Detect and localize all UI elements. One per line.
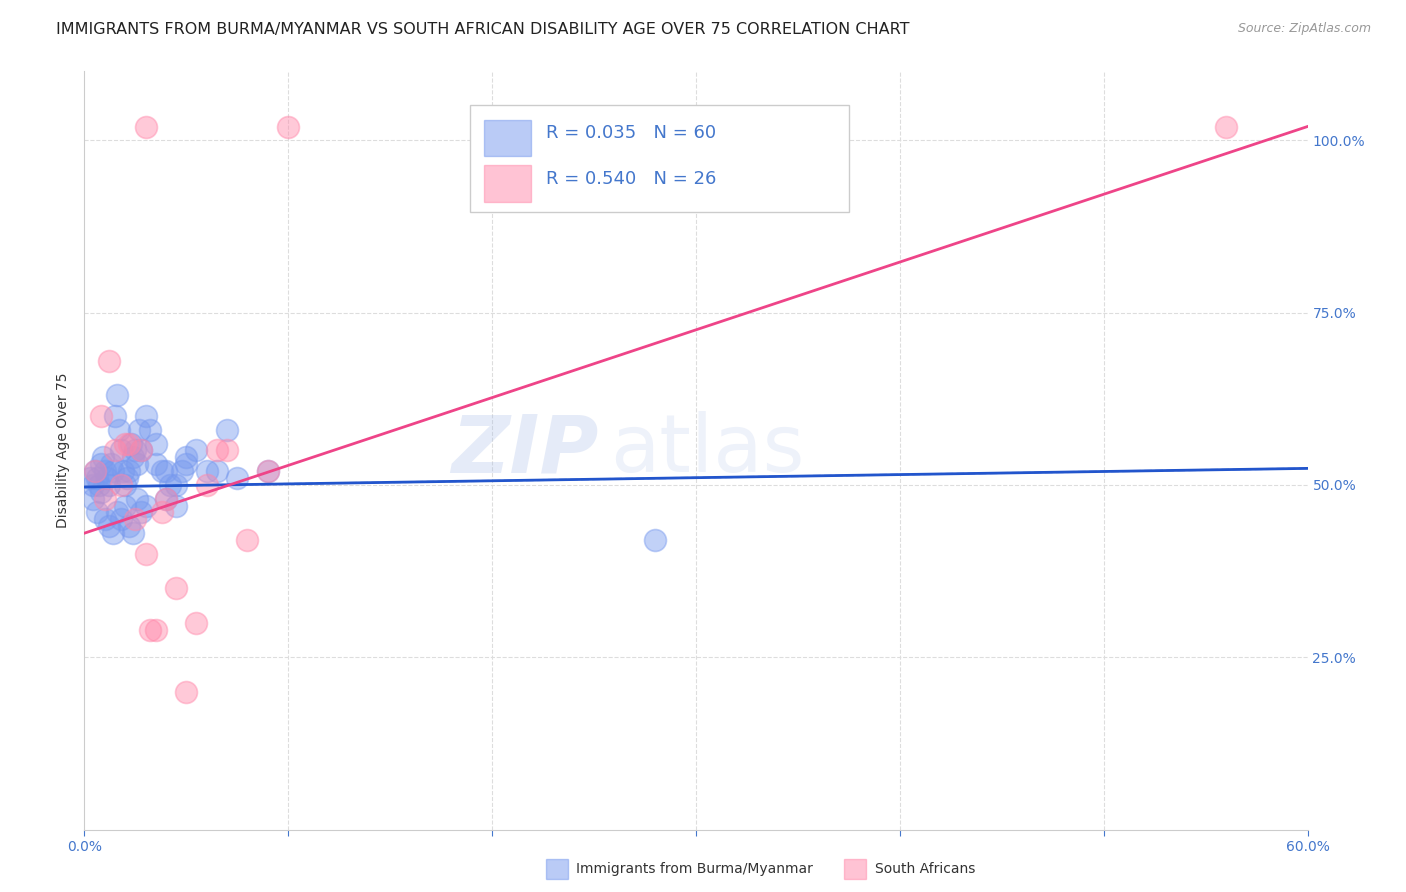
Point <box>155 491 177 506</box>
Text: R = 0.540   N = 26: R = 0.540 N = 26 <box>546 169 716 187</box>
Point <box>128 423 150 437</box>
Point <box>87 478 110 492</box>
Point <box>226 471 249 485</box>
Point <box>104 409 127 423</box>
Point <box>131 506 153 520</box>
Point <box>186 443 208 458</box>
Point <box>110 512 132 526</box>
Point <box>172 464 194 478</box>
Point <box>82 491 104 506</box>
Point <box>138 423 160 437</box>
Point <box>86 506 108 520</box>
Point <box>217 423 239 437</box>
Point <box>257 464 280 478</box>
Point <box>108 423 131 437</box>
Point <box>135 409 157 423</box>
Point <box>110 478 132 492</box>
Text: ZIP: ZIP <box>451 411 598 490</box>
Point <box>97 354 120 368</box>
Point <box>112 464 135 478</box>
Text: R = 0.035   N = 60: R = 0.035 N = 60 <box>546 124 716 142</box>
Point <box>115 471 138 485</box>
Point <box>93 512 115 526</box>
Point <box>165 582 187 596</box>
Point <box>114 478 136 492</box>
Point <box>97 519 120 533</box>
Point <box>83 464 105 478</box>
Point <box>91 450 114 465</box>
Point <box>150 506 173 520</box>
Point <box>114 436 136 450</box>
Point <box>120 436 142 450</box>
Point <box>217 443 239 458</box>
FancyBboxPatch shape <box>484 120 531 156</box>
Text: South Africans: South Africans <box>875 862 974 876</box>
Point <box>100 457 122 471</box>
Point <box>174 684 197 698</box>
Y-axis label: Disability Age Over 75: Disability Age Over 75 <box>56 373 70 528</box>
Point <box>124 443 146 458</box>
Text: Source: ZipAtlas.com: Source: ZipAtlas.com <box>1237 22 1371 36</box>
Point <box>165 478 187 492</box>
Point <box>101 526 124 541</box>
Point <box>96 471 118 485</box>
Point <box>159 478 181 492</box>
Point <box>93 491 115 506</box>
Point <box>174 457 197 471</box>
Point <box>205 443 228 458</box>
Point <box>145 623 167 637</box>
Point <box>174 450 197 465</box>
Point <box>93 464 115 478</box>
Point <box>124 512 146 526</box>
Point <box>277 120 299 134</box>
Text: Immigrants from Burma/Myanmar: Immigrants from Burma/Myanmar <box>576 862 813 876</box>
Text: IMMIGRANTS FROM BURMA/MYANMAR VS SOUTH AFRICAN DISABILITY AGE OVER 75 CORRELATIO: IMMIGRANTS FROM BURMA/MYANMAR VS SOUTH A… <box>56 22 910 37</box>
Point <box>127 491 149 506</box>
Point <box>1215 120 1237 134</box>
Point <box>135 120 157 134</box>
Point <box>195 478 218 492</box>
Point <box>257 464 280 478</box>
Point <box>150 464 173 478</box>
Point <box>131 443 153 458</box>
Point <box>135 499 157 513</box>
Point <box>114 499 136 513</box>
Point <box>105 388 128 402</box>
Point <box>118 519 141 533</box>
Point <box>122 450 145 465</box>
Point <box>86 471 108 485</box>
Point <box>145 457 167 471</box>
Point <box>205 464 228 478</box>
Point <box>195 464 218 478</box>
Point <box>127 457 149 471</box>
Point <box>105 506 128 520</box>
Point <box>155 491 177 506</box>
Point <box>104 443 127 458</box>
Point <box>90 484 112 499</box>
Point <box>110 443 132 458</box>
Point <box>118 464 141 478</box>
Point <box>97 478 120 492</box>
Point <box>236 533 259 547</box>
Text: atlas: atlas <box>610 411 804 490</box>
Point <box>82 478 104 492</box>
Point <box>155 464 177 478</box>
Point <box>165 499 187 513</box>
Point <box>135 547 157 561</box>
Point <box>118 436 141 450</box>
Point <box>122 526 145 541</box>
Point <box>186 615 208 630</box>
FancyBboxPatch shape <box>484 165 531 202</box>
Point <box>90 409 112 423</box>
Point <box>79 471 101 485</box>
Point <box>131 443 153 458</box>
Point <box>83 464 105 478</box>
FancyBboxPatch shape <box>470 105 849 211</box>
Point <box>101 464 124 478</box>
Point <box>145 436 167 450</box>
Point <box>90 457 112 471</box>
Point <box>138 623 160 637</box>
Point <box>644 533 666 547</box>
